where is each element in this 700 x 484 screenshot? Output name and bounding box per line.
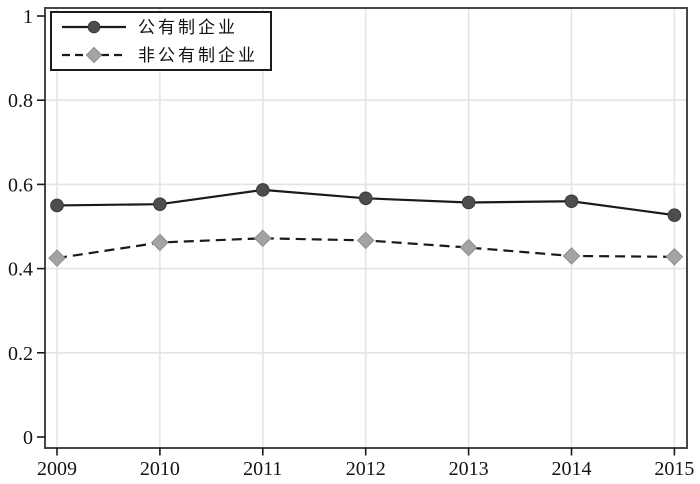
circle-marker-icon <box>87 20 101 34</box>
circle-marker-icon <box>50 198 64 213</box>
x-tick-label: 2013 <box>449 458 489 480</box>
diamond-marker-icon <box>562 247 581 265</box>
legend: 公有制企业 非公有制企业 <box>50 11 272 71</box>
diamond-marker-icon <box>459 238 478 257</box>
x-tick-label: 2014 <box>552 458 592 480</box>
circle-marker-icon <box>153 197 167 211</box>
circle-marker-icon <box>564 194 579 209</box>
diamond-marker-icon <box>665 248 684 266</box>
legend-item-nonpublic: 非公有制企业 <box>62 43 270 67</box>
y-tick-label: 0.8 <box>8 90 33 112</box>
y-tick-label: 1 <box>23 6 33 28</box>
diamond-marker-icon <box>253 229 272 248</box>
diamond-marker-icon <box>85 46 103 64</box>
legend-label-nonpublic: 非公有制企业 <box>138 45 258 65</box>
circle-marker-icon <box>256 183 270 197</box>
diamond-marker-icon <box>356 231 375 250</box>
circle-marker-icon <box>667 208 682 222</box>
y-tick-label: 0.4 <box>8 259 33 281</box>
diamond-marker-icon <box>48 249 66 267</box>
x-tick-label: 2015 <box>654 458 694 480</box>
x-tick-label: 2012 <box>346 458 386 480</box>
y-tick-label: 0.6 <box>8 174 33 196</box>
y-tick-label: 0.2 <box>8 343 33 365</box>
y-tick-label: 0 <box>23 427 33 449</box>
legend-swatch-solid-circle-icon <box>62 20 126 34</box>
diamond-marker-icon <box>151 233 169 252</box>
legend-item-public: 公有制企业 <box>62 15 270 39</box>
legend-label-public: 公有制企业 <box>138 17 238 37</box>
circle-marker-icon <box>461 195 476 210</box>
circle-marker-icon <box>358 191 373 206</box>
x-tick-label: 2010 <box>140 458 180 480</box>
x-tick-label: 2011 <box>243 458 282 480</box>
legend-swatch-dashed-diamond-icon <box>62 46 126 64</box>
x-tick-label: 2009 <box>37 458 77 480</box>
